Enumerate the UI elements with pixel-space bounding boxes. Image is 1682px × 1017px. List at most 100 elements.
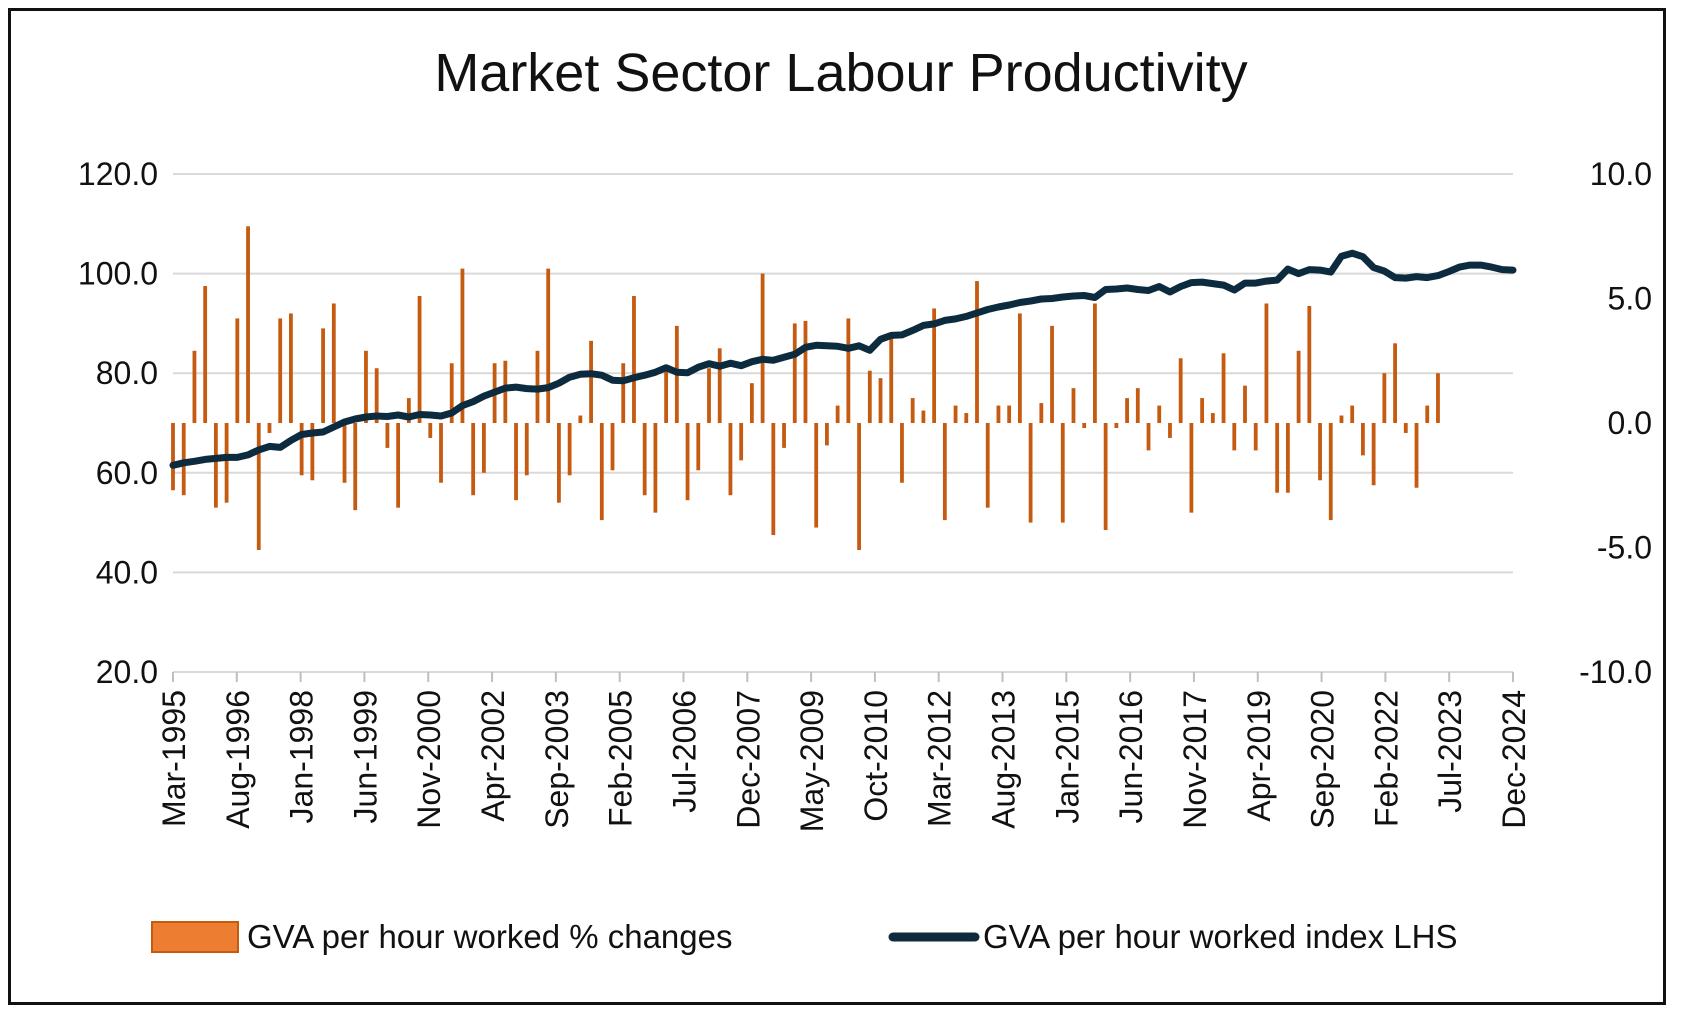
- x-tick-label: Jul-2006: [666, 690, 702, 813]
- bar: [557, 423, 561, 503]
- bar: [1371, 423, 1376, 486]
- x-tick-label: May-2009: [794, 690, 830, 832]
- bar: [449, 363, 454, 423]
- bar: [1189, 423, 1194, 513]
- bar: [406, 398, 411, 423]
- bar: [278, 318, 283, 423]
- bar: [921, 410, 926, 423]
- legend-swatch-bar: [151, 921, 239, 953]
- bar: [1221, 353, 1226, 423]
- x-tick-label: Aug-2013: [986, 690, 1022, 829]
- bar: [685, 423, 690, 501]
- bar: [1168, 423, 1172, 438]
- bar: [760, 273, 765, 423]
- x-axis-ticks: Mar-1995 Aug-1996 Jan-1998 Jun-1999 Nov-2000…: [156, 672, 1532, 832]
- right-tick-label: -10.0: [1579, 654, 1652, 690]
- legend-label-line: GVA per hour worked index LHS: [983, 918, 1457, 955]
- bar: [803, 320, 808, 423]
- bar: [1135, 388, 1140, 423]
- bar: [310, 423, 315, 481]
- bar: [171, 423, 175, 491]
- x-tick-label: Feb-2022: [1368, 690, 1404, 827]
- x-tick-label: Feb-2005: [603, 690, 639, 827]
- bar: [696, 423, 701, 471]
- bar: [299, 423, 304, 476]
- bar: [1264, 303, 1269, 423]
- bar: [321, 328, 325, 423]
- bar: [1425, 405, 1430, 423]
- bar: [728, 423, 733, 496]
- bar: [374, 368, 379, 423]
- bar: [953, 405, 958, 423]
- bar: [514, 423, 518, 501]
- bar: [342, 423, 347, 483]
- bar: [192, 350, 197, 423]
- bar: [1382, 373, 1387, 423]
- x-tick-label: Oct-2010: [858, 690, 894, 822]
- bar: [267, 423, 272, 433]
- bar: [396, 423, 401, 508]
- bar: [1178, 358, 1183, 423]
- bar: [1403, 423, 1408, 433]
- bar: [717, 348, 722, 423]
- bar: [1200, 398, 1205, 423]
- x-tick-label: Sep-2020: [1305, 690, 1341, 829]
- bar: [814, 423, 819, 528]
- right-tick-label: 0.0: [1608, 405, 1652, 441]
- x-tick-label: Jun-1999: [347, 690, 383, 823]
- bar: [975, 281, 979, 423]
- bar: [1339, 415, 1344, 423]
- bar: [246, 226, 250, 423]
- bar: [1232, 423, 1237, 451]
- x-tick-label: Sep-2003: [539, 690, 575, 829]
- bar: [889, 338, 894, 423]
- x-tick-label: Dec-2007: [730, 690, 766, 829]
- bar: [653, 423, 658, 513]
- right-tick-label: -5.0: [1597, 530, 1652, 566]
- bar: [825, 423, 829, 446]
- bar: [1275, 423, 1280, 493]
- x-tick-label: Apr-2019: [1241, 690, 1277, 822]
- bar: [524, 423, 529, 476]
- bar: [224, 423, 229, 503]
- bar: [181, 423, 186, 496]
- x-tick-label: Jul-2023: [1432, 690, 1468, 813]
- x-tick-label: Aug-1996: [220, 690, 256, 829]
- x-tick-label: Jun-2016: [1113, 690, 1149, 823]
- left-tick-label: 100.0: [78, 256, 158, 292]
- bar: [1307, 305, 1312, 423]
- left-tick-label: 20.0: [96, 654, 158, 690]
- chart-title: Market Sector Labour Productivity: [434, 43, 1248, 103]
- gridlines: [173, 173, 1513, 673]
- bar: [910, 398, 915, 423]
- bar: [546, 268, 551, 423]
- right-axis-ticks: -10.0 -5.0 0.0 5.0 10.0: [1579, 156, 1652, 690]
- x-tick-label: Mar-1995: [156, 690, 192, 827]
- bar: [471, 423, 476, 496]
- bar: [1285, 423, 1290, 493]
- bar: [621, 363, 626, 423]
- bar: [235, 318, 240, 423]
- right-tick-label: 5.0: [1608, 281, 1652, 317]
- bar: [792, 323, 797, 423]
- bar: [1039, 403, 1044, 423]
- bar: [985, 423, 990, 508]
- bar: [567, 423, 572, 476]
- bar: [771, 423, 776, 536]
- bar: [1103, 423, 1108, 531]
- bar: [1350, 405, 1355, 423]
- x-tick-label: Jan-2015: [1049, 690, 1085, 823]
- bar: [739, 423, 744, 461]
- legend-label-bar: GVA per hour worked % changes: [247, 918, 733, 955]
- bar: [846, 318, 851, 423]
- x-tick-label: Dec-2024: [1496, 690, 1532, 829]
- bar: [578, 415, 583, 423]
- bar: [599, 423, 604, 521]
- bar: [1414, 423, 1419, 488]
- bar: [1296, 350, 1301, 423]
- bar: [331, 303, 336, 423]
- bar: [1328, 423, 1333, 521]
- bar: [964, 413, 969, 423]
- bar: [481, 423, 486, 473]
- bar: [996, 405, 1001, 423]
